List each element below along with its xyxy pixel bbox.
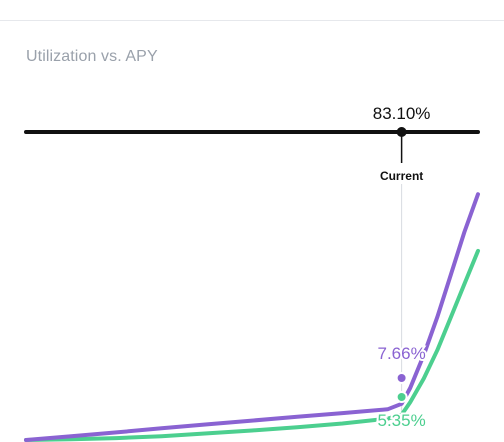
chart-title: Utilization vs. APY [26, 48, 158, 65]
supply-current-point[interactable] [395, 391, 408, 403]
borrow-apy-line [24, 192, 480, 442]
current-label: Current [380, 169, 423, 183]
supply-current-value: 5.35% [378, 411, 426, 430]
borrow-current-point[interactable] [395, 372, 408, 384]
supply-apy-line [24, 248, 480, 442]
current-utilization-label: 83.10% [373, 104, 431, 123]
borrow-current-value: 7.66% [378, 344, 426, 363]
top-divider [0, 20, 504, 21]
